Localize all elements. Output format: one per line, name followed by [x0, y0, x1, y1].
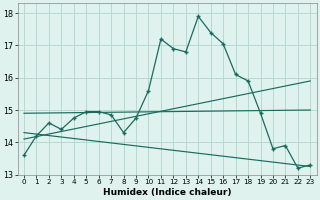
X-axis label: Humidex (Indice chaleur): Humidex (Indice chaleur)	[103, 188, 231, 197]
